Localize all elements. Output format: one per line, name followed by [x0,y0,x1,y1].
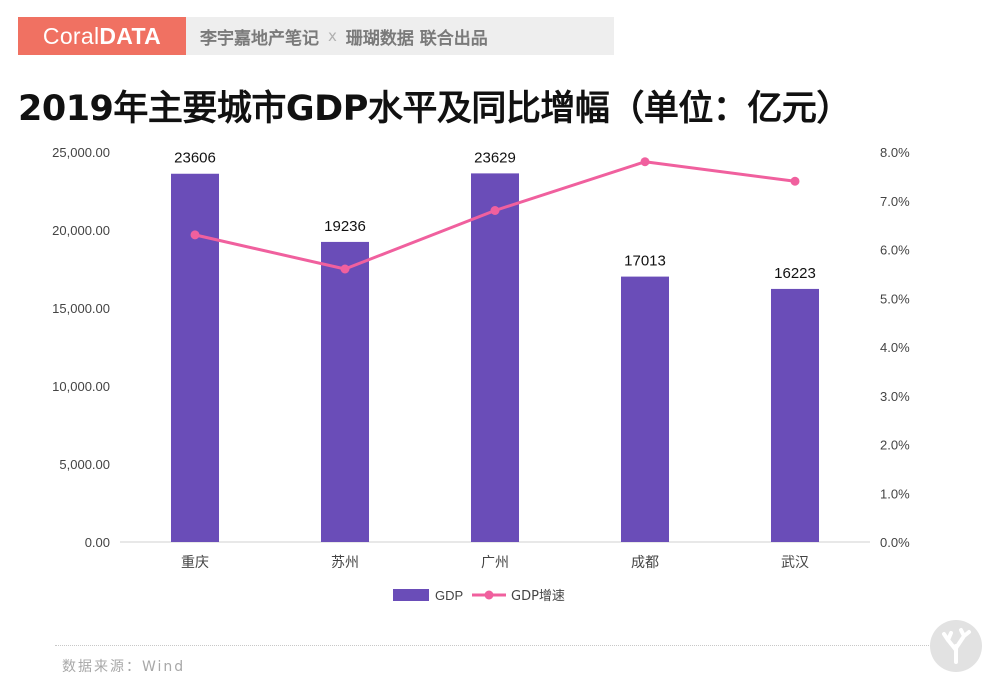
x-tick-label: 苏州 [331,555,359,571]
y-right-tick-label: 8.0% [880,145,910,160]
bar-gdp [321,241,369,542]
bar-data-label: 23629 [474,149,516,166]
x-tick-label: 广州 [481,555,509,571]
bar-data-label: 16223 [774,265,816,282]
footer-divider [55,645,945,646]
brand-credits: 李宇嘉地产笔记 x 珊瑚数据 联合出品 [186,17,614,55]
y-right-tick-label: 1.0% [880,486,910,501]
point-gdp-growth [490,206,500,215]
partner-left: 李宇嘉地产笔记 [200,28,319,49]
y-right-tick-label: 6.0% [880,243,910,258]
x-tick-label: 武汉 [781,555,809,571]
y-left-tick-label: 25,000.00 [52,145,110,160]
y-right-tick-label: 0.0% [880,535,910,550]
chart-title: 2019年主要城市GDP水平及同比增幅（单位：亿元） [18,89,851,129]
coral-badge-icon [930,620,982,672]
legend-swatch-gdp [393,589,429,601]
y-right-tick-label: 5.0% [880,291,910,306]
logo-bold-text: DATA [99,22,162,49]
y-right-tick-label: 7.0% [880,194,910,209]
bar-data-label: 23606 [174,150,216,167]
bar-data-label: 19236 [324,218,366,235]
coraldata-logo: Coral DATA [18,17,186,55]
y-right-tick-label: 4.0% [880,340,910,355]
bar-gdp [171,173,219,542]
bar-gdp [771,288,819,542]
brand-bar: Coral DATA 李宇嘉地产笔记 x 珊瑚数据 联合出品 [18,17,614,55]
gdp-chart: 0.00 5,000.00 10,000.00 15,000.00 20,000.00 2… [52,145,910,604]
logo-light-text: Coral [42,22,100,49]
y-right-tick-label: 3.0% [880,389,910,404]
point-gdp-growth [340,264,350,274]
bar-data-label: 17013 [624,253,666,270]
point-gdp-growth [640,157,650,167]
legend-label-gdp: GDP [435,588,463,603]
separator-x: x [328,27,337,45]
y-left-tick-label: 10,000.00 [52,379,110,394]
source-note: 数据来源：Wind [62,659,186,675]
point-gdp-growth [190,230,200,240]
y-left-tick-label: 15,000.00 [52,301,110,316]
legend-marker-growth [484,590,494,600]
legend-label-growth: GDP增速 [511,589,565,604]
y-left-tick-label: 0.00 [85,535,110,550]
x-tick-label: 重庆 [181,555,209,571]
bar-gdp [471,173,519,542]
x-tick-label: 成都 [631,555,659,571]
y-right-tick-label: 2.0% [880,438,910,453]
y-left-tick-label: 20,000.00 [52,223,110,238]
bar-gdp [621,276,669,542]
y-left-tick-label: 5,000.00 [59,457,110,472]
partner-right: 珊瑚数据 联合出品 [345,28,488,49]
point-gdp-growth [790,176,800,186]
